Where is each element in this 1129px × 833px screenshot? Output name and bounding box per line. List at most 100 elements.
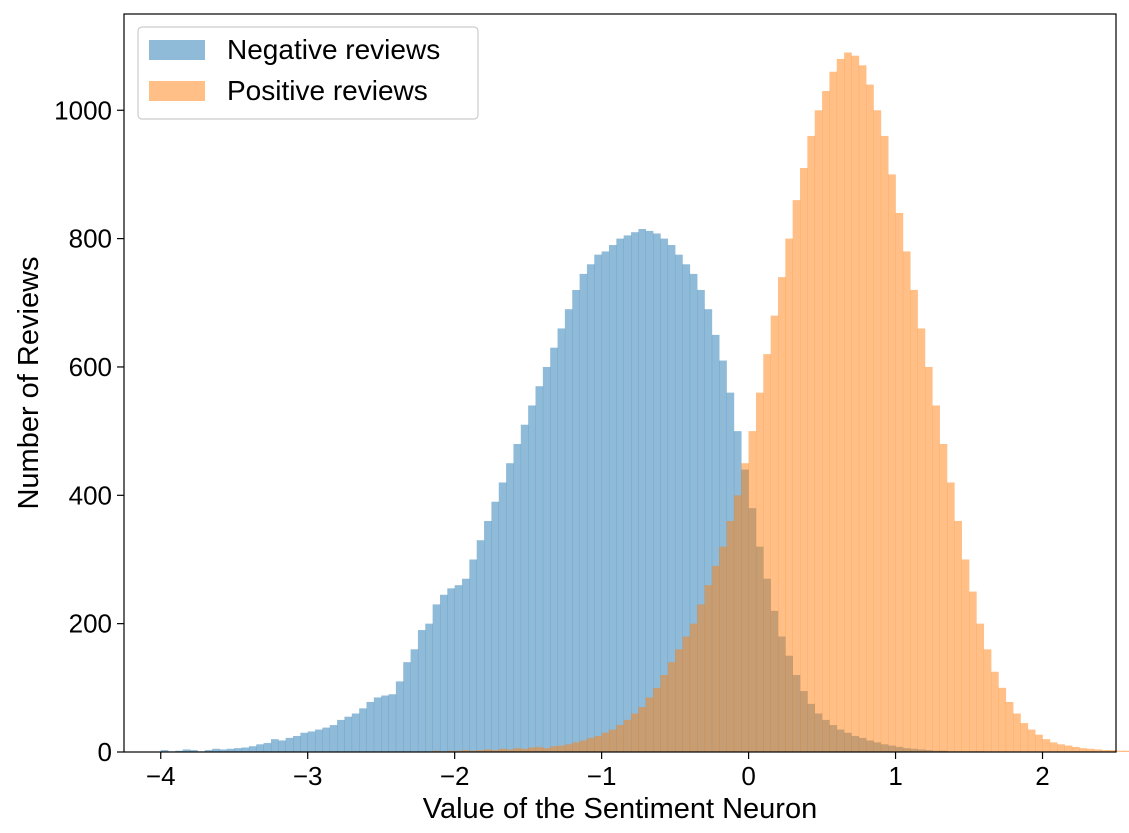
positive-bar	[528, 747, 536, 752]
positive-bar	[726, 520, 735, 752]
positive-bar	[822, 91, 830, 752]
positive-bar	[998, 687, 1007, 752]
positive-bar	[660, 674, 669, 752]
y-tick-label: 0	[98, 737, 112, 767]
y-tick-label: 600	[69, 352, 112, 382]
negative-bar	[300, 732, 309, 752]
negative-bar	[241, 747, 250, 752]
negative-bar	[675, 254, 683, 752]
negative-bar	[667, 245, 676, 752]
negative-bar	[638, 228, 647, 753]
positive-bar	[447, 750, 455, 752]
positive-bar	[991, 671, 999, 752]
positive-bar	[770, 315, 779, 752]
positive-bar	[667, 662, 676, 752]
positive-bar	[704, 585, 713, 752]
positive-bar	[631, 713, 639, 752]
negative-bar	[594, 254, 602, 752]
negative-bar	[704, 309, 713, 752]
legend-swatch-positive	[149, 81, 205, 101]
positive-bar	[910, 289, 918, 752]
negative-bar	[219, 749, 228, 752]
x-axis-label: Value of the Sentiment Neuron	[423, 793, 817, 825]
negative-bar	[381, 695, 389, 752]
negative-bar	[344, 716, 353, 752]
positive-bar	[1049, 742, 1058, 752]
positive-bar	[476, 750, 485, 752]
negative-bar	[439, 594, 448, 752]
negative-bar	[234, 748, 242, 752]
positive-bar	[1035, 734, 1043, 752]
positive-bar	[432, 750, 441, 752]
negative-bar	[351, 713, 360, 752]
negative-bar	[645, 230, 654, 752]
positive-bar	[498, 748, 507, 752]
positive-bar	[462, 750, 470, 752]
negative-bar	[660, 238, 669, 753]
positive-bar	[1093, 749, 1102, 752]
positive-bar	[638, 707, 647, 752]
negative-bar	[498, 482, 507, 752]
positive-bar	[1013, 713, 1021, 752]
positive-bar	[1086, 748, 1095, 752]
negative-bar	[653, 233, 661, 753]
negative-bar	[315, 729, 323, 752]
positive-bar	[880, 135, 889, 752]
negative-bar	[535, 386, 544, 752]
positive-bar	[741, 463, 749, 752]
positive-bar	[608, 729, 617, 752]
positive-bar	[520, 748, 529, 752]
negative-bar	[248, 746, 257, 752]
positive-bar	[917, 328, 926, 752]
negative-bar	[528, 405, 536, 752]
positive-bar	[866, 84, 874, 753]
y-tick-label: 800	[69, 224, 112, 254]
negative-bar	[447, 588, 455, 752]
negative-bar	[359, 708, 367, 752]
positive-bar	[946, 482, 955, 752]
positive-bar	[1020, 723, 1029, 752]
x-tick-label: 2	[1035, 761, 1049, 791]
legend-label-positive: Positive reviews	[227, 75, 428, 106]
negative-bar	[388, 694, 397, 752]
positive-bar	[616, 725, 624, 752]
positive-bar	[836, 58, 845, 753]
negative-bar	[256, 744, 264, 752]
y-tick-label: 1000	[54, 95, 112, 125]
negative-bar	[329, 725, 338, 752]
negative-bar	[550, 347, 558, 752]
positive-bar	[1123, 750, 1129, 752]
negative-bar	[373, 697, 382, 752]
positive-bar	[777, 277, 786, 752]
positive-bar	[719, 546, 727, 752]
negative-bar	[506, 463, 514, 752]
negative-bar	[212, 748, 220, 752]
negative-bar	[160, 750, 169, 752]
plot-frame	[123, 13, 1117, 753]
positive-bar	[601, 732, 610, 752]
negative-bar	[182, 749, 191, 752]
negative-bar	[410, 649, 419, 752]
positive-bar	[939, 443, 948, 752]
positive-bar	[689, 623, 698, 752]
positive-bar	[902, 251, 911, 752]
positive-bar	[1101, 750, 1109, 752]
positive-bar	[653, 687, 661, 752]
positive-bar	[858, 65, 867, 753]
positive-bar	[961, 559, 970, 752]
negative-bar	[623, 235, 632, 752]
negative-bar	[513, 443, 522, 752]
positive-bar	[800, 168, 808, 752]
negative-bar	[322, 727, 331, 752]
positive-bar	[983, 649, 992, 752]
positive-bar	[535, 746, 544, 752]
negative-bar	[285, 737, 294, 752]
legend-box	[137, 26, 479, 120]
negative-bar	[417, 630, 426, 752]
positive-bar	[454, 750, 463, 752]
positive-bar	[557, 745, 566, 752]
negative-bar	[564, 309, 573, 752]
positive-bar	[924, 366, 933, 752]
positive-bar	[807, 135, 816, 752]
